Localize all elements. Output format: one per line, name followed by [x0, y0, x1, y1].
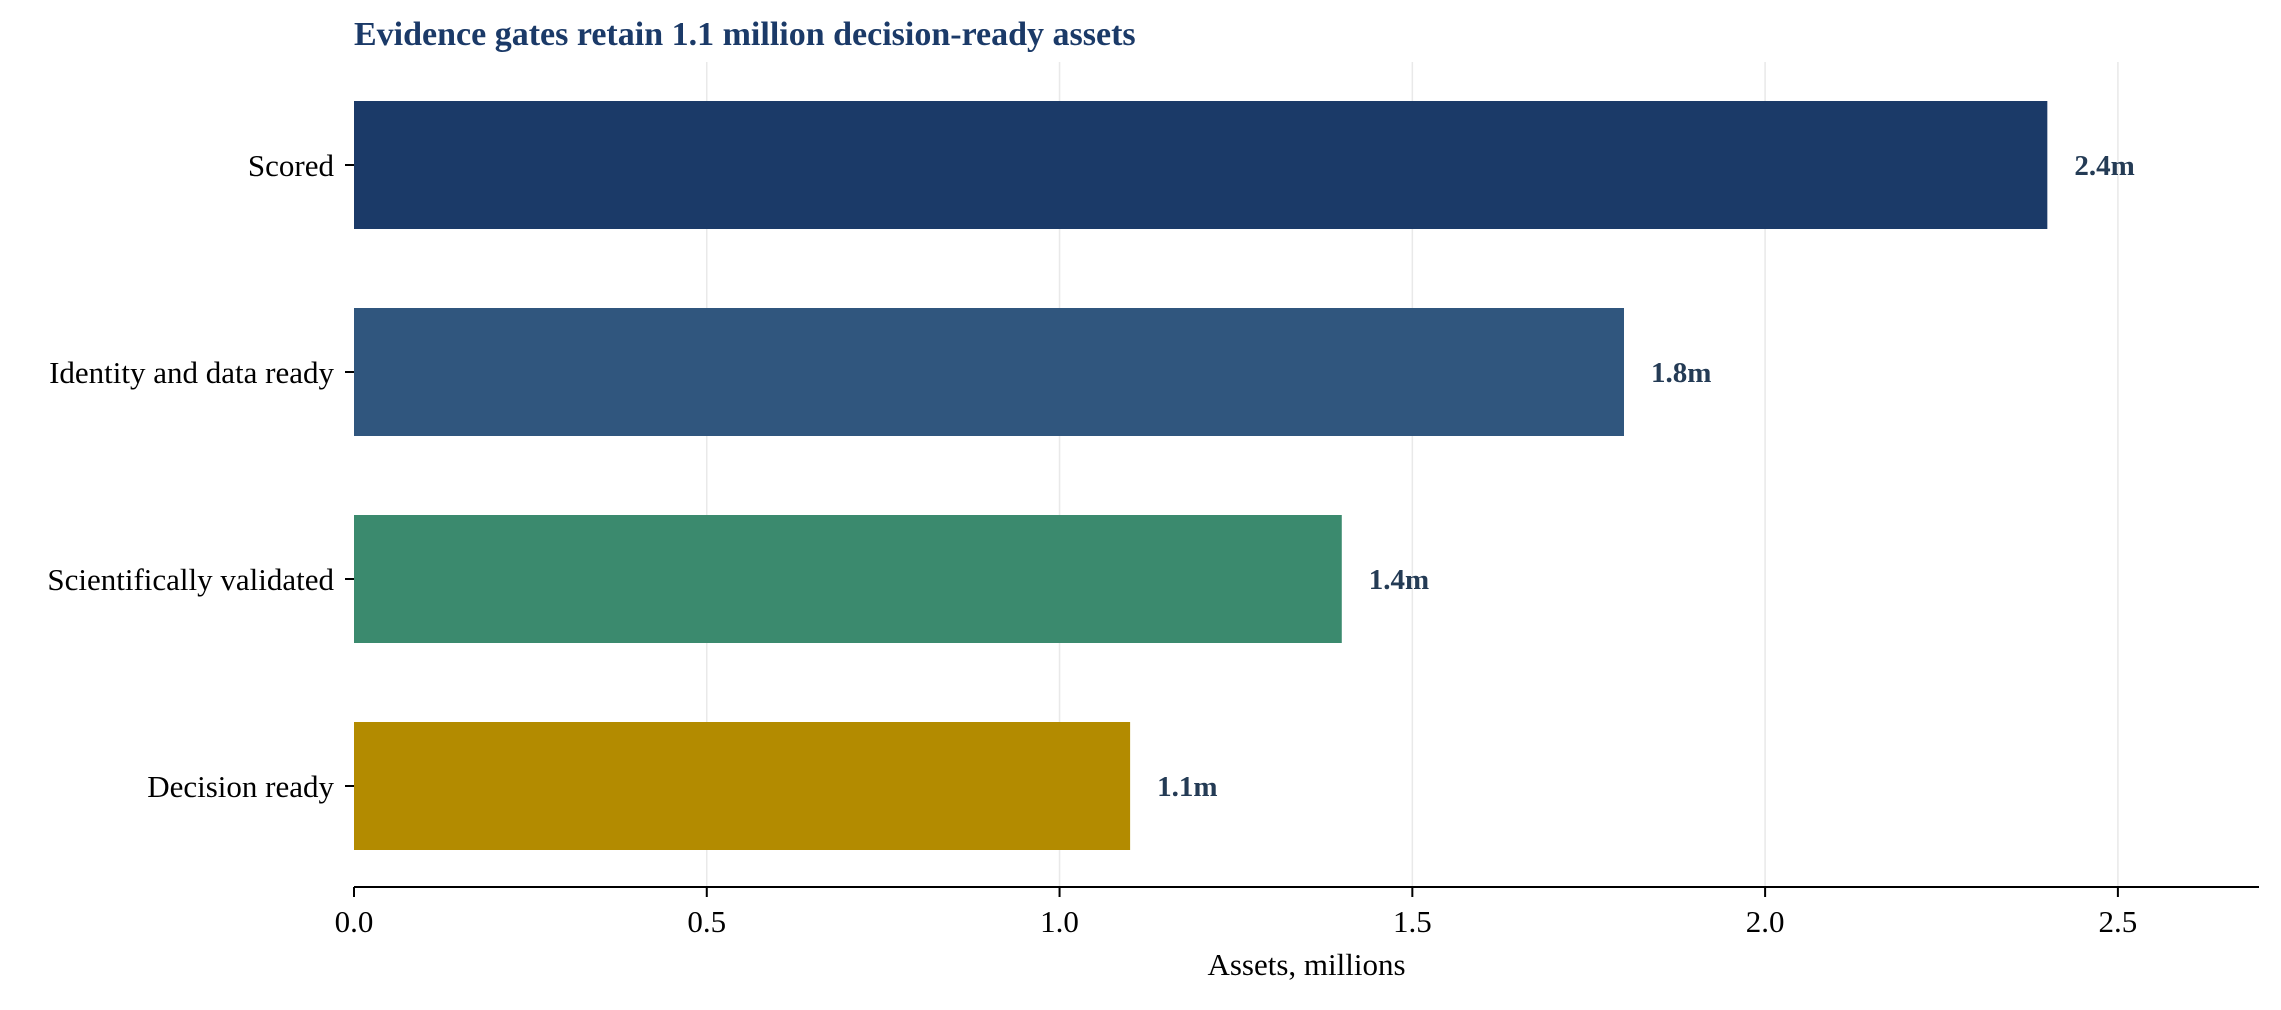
chart-title: Evidence gates retain 1.1 million decisi…: [354, 16, 1136, 53]
y-tick-label-2: Scientifically validated: [47, 562, 334, 597]
data-label-2: 1.4m: [1369, 564, 1429, 596]
x-tick-label-4: 2.0: [1746, 904, 1785, 939]
y-tick-label-1: Identity and data ready: [49, 355, 334, 390]
x-tick-label-0: 0.0: [335, 904, 374, 939]
y-tick-label-0: Scored: [248, 148, 335, 183]
x-tick-label-2: 1.0: [1040, 904, 1079, 939]
data-label-1: 1.8m: [1651, 357, 1711, 389]
y-tick-label-3: Decision ready: [147, 769, 334, 804]
x-tick-label-3: 1.5: [1393, 904, 1432, 939]
x-axis-title: Assets, millions: [1207, 947, 1405, 982]
x-axis: 0.0 0.5 1.0 1.5 2.0 2.5: [335, 886, 2259, 939]
bar-2: [354, 515, 1342, 643]
x-tick-label-1: 0.5: [687, 904, 726, 939]
bar-0: [354, 101, 2048, 229]
bars: [354, 101, 2048, 850]
bar-1: [354, 308, 1624, 436]
data-label-0: 2.4m: [2074, 150, 2134, 182]
x-tick-label-5: 2.5: [2099, 904, 2138, 939]
bar-3: [354, 722, 1131, 850]
y-axis: Scored Identity and data ready Scientifica…: [47, 148, 354, 804]
data-label-3: 1.1m: [1157, 771, 1217, 803]
data-labels: 2.4m 1.8m 1.4m 1.1m: [1157, 150, 2135, 803]
